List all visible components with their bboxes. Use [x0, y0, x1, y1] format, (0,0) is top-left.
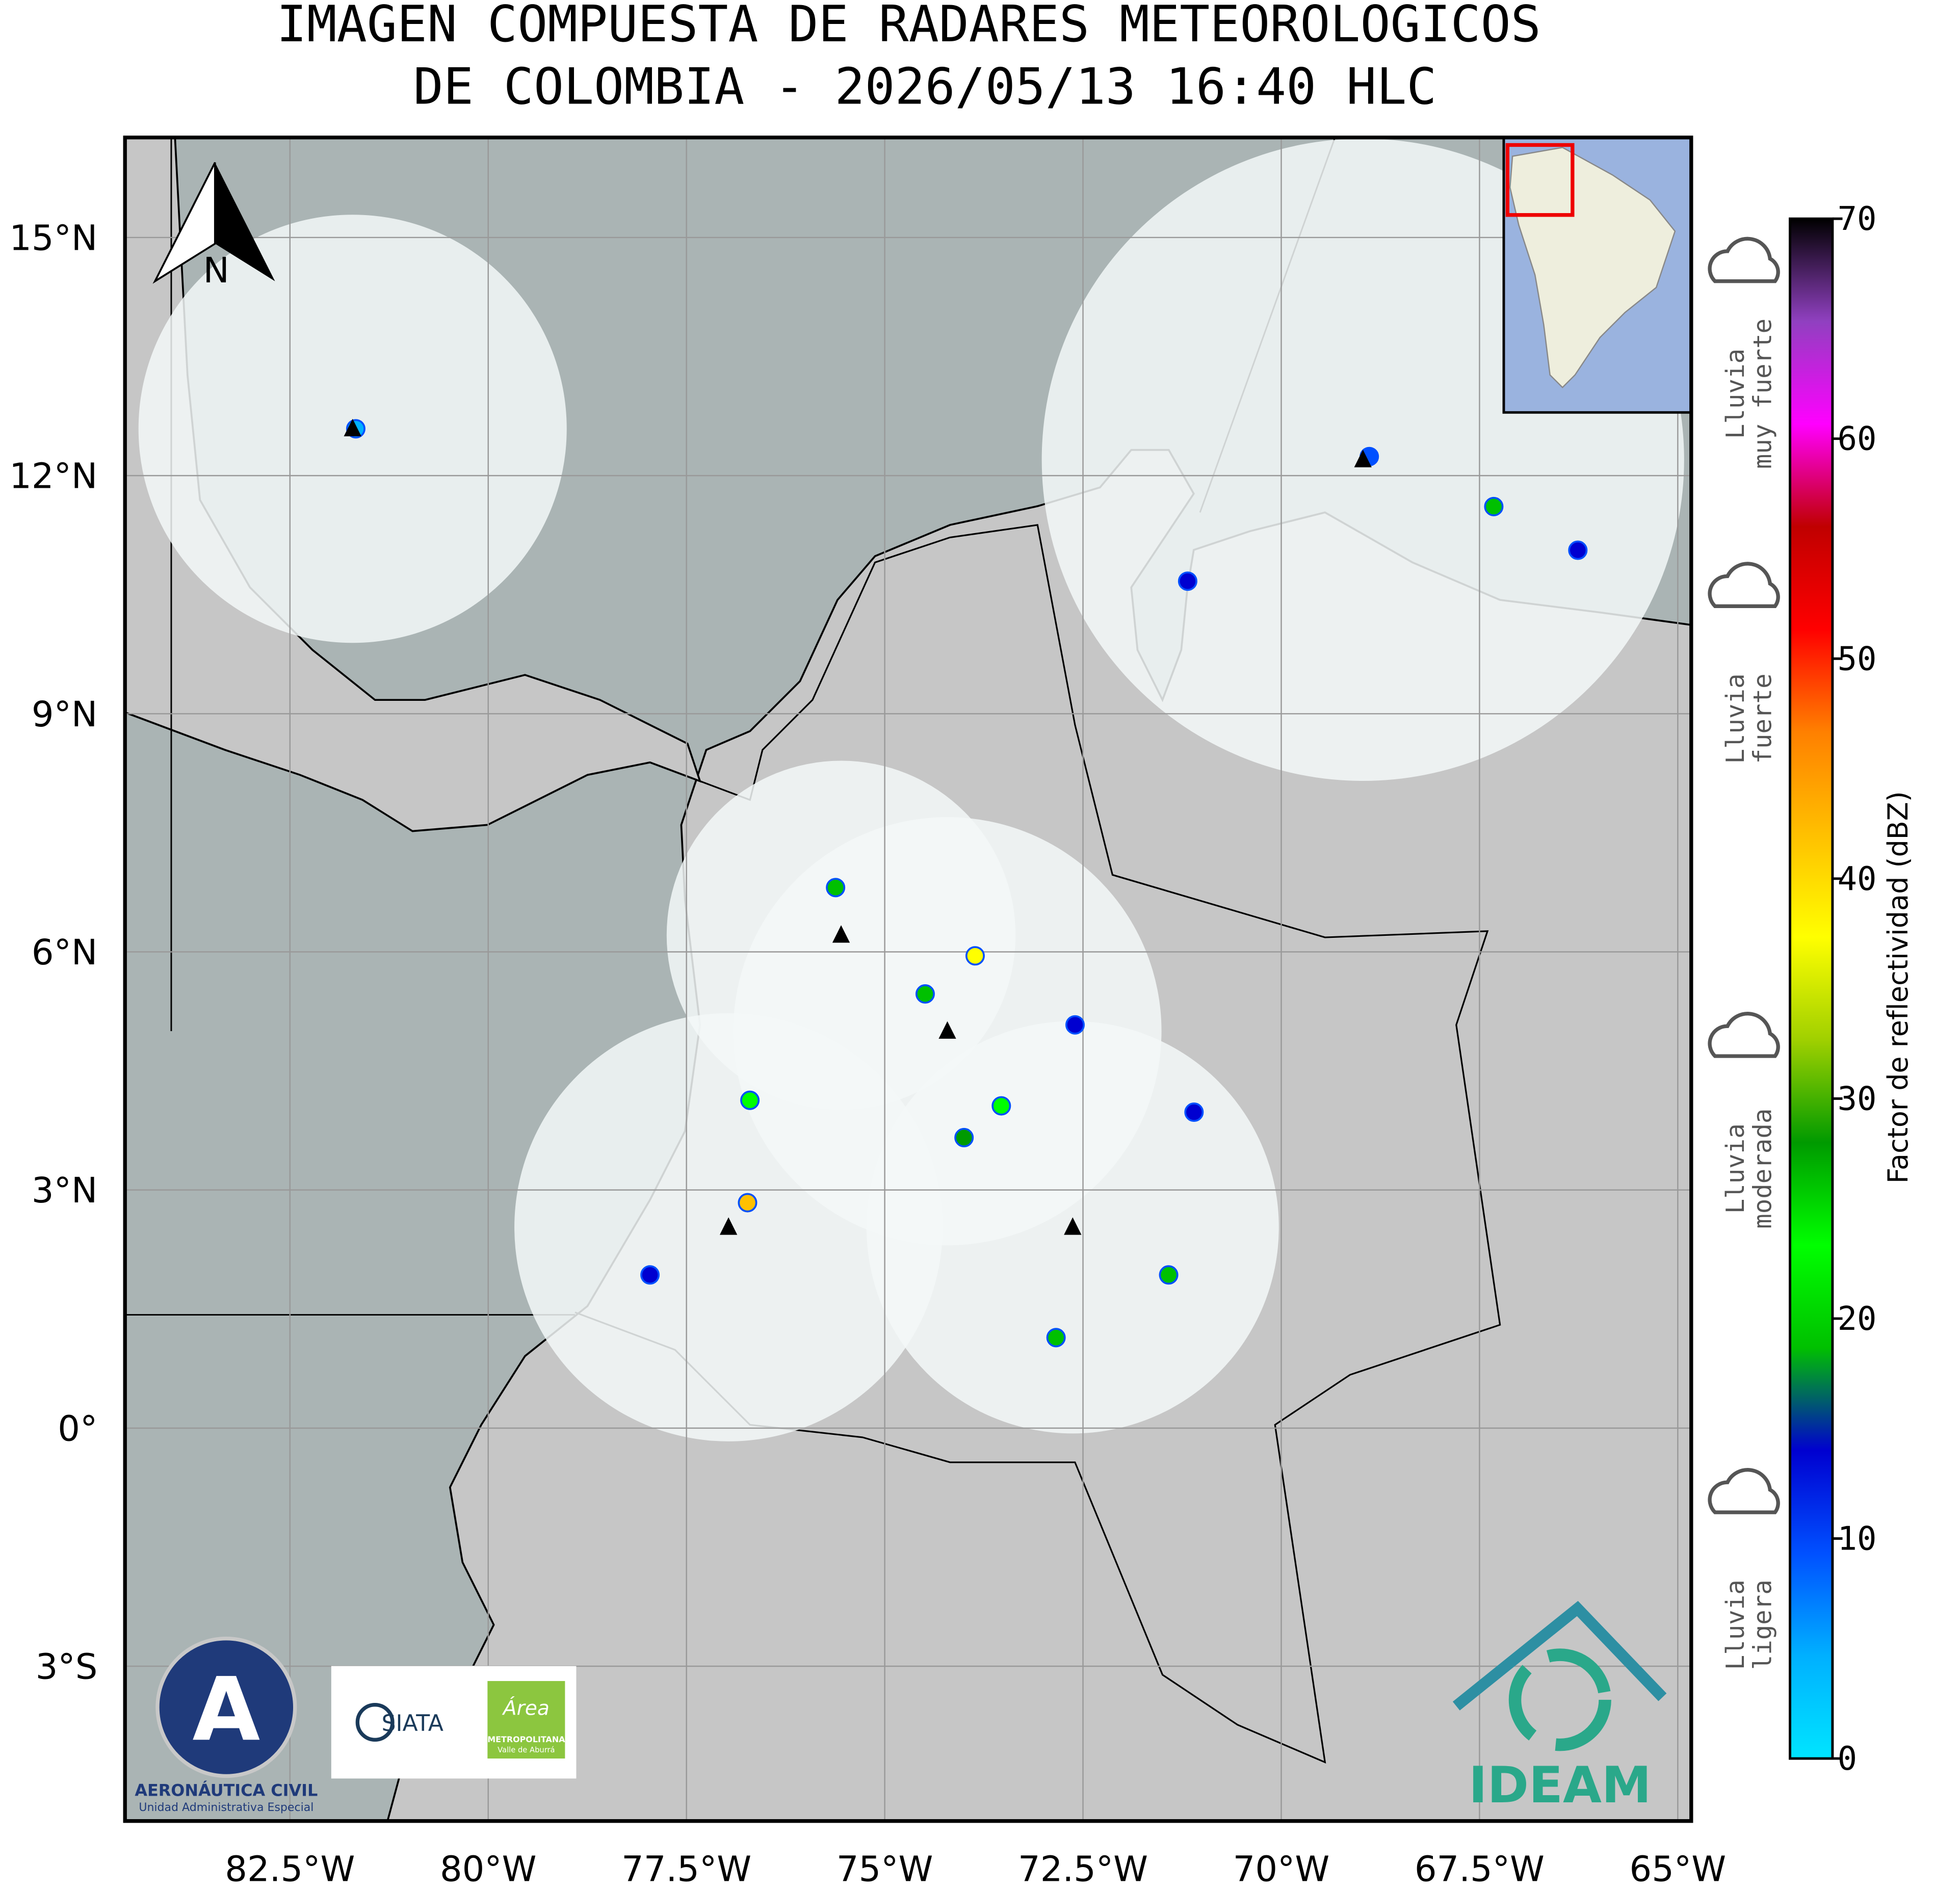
- grid: [125, 137, 1691, 1821]
- radar-sites: [344, 418, 1372, 1235]
- rain-class-label: Lluvia: [1720, 1580, 1750, 1670]
- radar-echo: [1046, 1328, 1066, 1348]
- x-tick-label: 75°W: [837, 1849, 933, 1889]
- radar-echo: [826, 878, 846, 898]
- colorbar-tick-label: 40: [1838, 860, 1877, 898]
- x-tick-label: 65°W: [1630, 1849, 1727, 1889]
- colorbar-tick-label: 20: [1838, 1300, 1877, 1338]
- rain-class-label: fuerte: [1748, 673, 1778, 764]
- colorbar-tick-label: 70: [1838, 200, 1877, 238]
- radar-site: [938, 1021, 956, 1039]
- colorbar-scale: [1789, 217, 1834, 1760]
- radar-echo: [1178, 571, 1197, 591]
- colorbar-label: Factor de reflectividad (dBZ): [1882, 791, 1914, 1184]
- radar-echo: [738, 1193, 757, 1213]
- rain-classes: LluvialigeraLluviamoderadaLluviafuerteLl…: [1708, 237, 1780, 1670]
- radar-echo: [1159, 1265, 1179, 1285]
- colorbar: Factor de reflectividad (dBZ) 0 10 20 30 40 5…: [1789, 200, 1914, 1778]
- rain-icon: [1708, 1468, 1780, 1514]
- map: N: [125, 137, 1691, 1821]
- logo-text: AERONÁUTICA CIVIL: [135, 1781, 318, 1800]
- logo-aeronautica: A AERONÁUTICA CIVIL Unidad Administrativ…: [135, 1637, 318, 1814]
- colorbar-tick-label: 0: [1838, 1740, 1857, 1778]
- y-tick-label: 12°N: [9, 456, 97, 497]
- y-tick-label: 3°S: [36, 1647, 98, 1688]
- radar-echo: [1568, 540, 1588, 560]
- country-border: [574, 524, 1501, 1764]
- logo-text: METROPOLITANA: [487, 1735, 565, 1744]
- y-tick-label: 6°N: [32, 932, 97, 973]
- rain-icon: [1708, 237, 1780, 283]
- radar-echo: [915, 984, 935, 1004]
- logo-roof: [1452, 1600, 1667, 1711]
- radar-echo: [1484, 496, 1504, 516]
- axes: 82.5°W 80°W 77.5°W 75°W 72.5°W 70°W 67.5°W 65°W…: [9, 218, 1726, 1889]
- x-tick-label: 72.5°W: [1018, 1849, 1148, 1889]
- radar-echo: [1184, 1102, 1204, 1122]
- logo-siata-area: SIATA Área METROPOLITANA Valle de Aburrá: [331, 1666, 577, 1779]
- y-tick-label: 9°N: [32, 694, 97, 735]
- rain-class-label: moderada: [1748, 1109, 1778, 1229]
- title-line: DE COLOMBIA - 2026/05/13 16:40 HLC: [413, 58, 1437, 116]
- rain-class-label: ligera: [1748, 1580, 1778, 1670]
- rain-icon: [1708, 562, 1780, 608]
- colorbar-tick-label: 60: [1838, 421, 1877, 458]
- radar-echo: [740, 1090, 760, 1110]
- radar-echo: [965, 946, 985, 966]
- logo-ideam: IDEAM: [1452, 1600, 1667, 1815]
- y-tick-label: 3°N: [32, 1170, 97, 1211]
- compass-arrow: [215, 162, 275, 281]
- x-tick-label: 82.5°W: [225, 1849, 355, 1889]
- inset-highlight: [1505, 143, 1575, 217]
- radar-echo: [1065, 1015, 1085, 1035]
- radar-site: [1064, 1217, 1082, 1235]
- logo-disc: [155, 1637, 297, 1778]
- logo-text: Unidad Administrativa Especial: [139, 1801, 313, 1814]
- inset-map: [1502, 137, 1691, 414]
- radar-echo: [991, 1096, 1011, 1116]
- radar-site: [344, 418, 361, 436]
- rain-class-label: Lluvia: [1720, 349, 1750, 439]
- logo-swirl: [1508, 1648, 1611, 1751]
- rain-class-label: Lluvia: [1720, 1123, 1750, 1214]
- inset-land: [1509, 147, 1676, 388]
- echoes: [346, 419, 1588, 1348]
- y-tick-label: 15°N: [9, 218, 97, 258]
- colorbar-tick-label: 50: [1838, 640, 1877, 678]
- radar-site: [832, 925, 850, 943]
- logo-text: Valle de Aburrá: [498, 1746, 555, 1754]
- radar-site: [719, 1217, 738, 1235]
- x-tick-label: 67.5°W: [1415, 1849, 1545, 1889]
- colorbar-tick-label: 10: [1838, 1520, 1877, 1558]
- x-tick-label: 70°W: [1233, 1849, 1330, 1889]
- colorbar-tick-label: 30: [1838, 1080, 1877, 1118]
- logo-mark: A: [192, 1659, 260, 1761]
- radar-echo: [954, 1127, 974, 1147]
- radar-site: [1354, 450, 1372, 467]
- logo-area-box: [487, 1681, 565, 1759]
- x-tick-label: 77.5°W: [621, 1849, 751, 1889]
- rain-class-label: muy fuerte: [1748, 319, 1778, 469]
- logo-sun: [355, 1702, 395, 1742]
- logo-text: SIATA: [381, 1711, 443, 1737]
- compass-label: N: [203, 250, 229, 291]
- radar-echo: [640, 1265, 660, 1285]
- title-line: IMAGEN COMPUESTA DE RADARES METEOROLOGIC…: [277, 0, 1541, 54]
- x-tick-label: 80°W: [440, 1849, 537, 1889]
- rain-class-label: Lluvia: [1720, 673, 1750, 764]
- logo-text: Área: [502, 1696, 550, 1720]
- y-tick-label: 0°: [58, 1408, 97, 1449]
- map-frame: [123, 136, 1693, 1823]
- logo-text: IDEAM: [1469, 1756, 1651, 1815]
- compass: N: [152, 162, 275, 291]
- rain-icon: [1708, 1012, 1780, 1058]
